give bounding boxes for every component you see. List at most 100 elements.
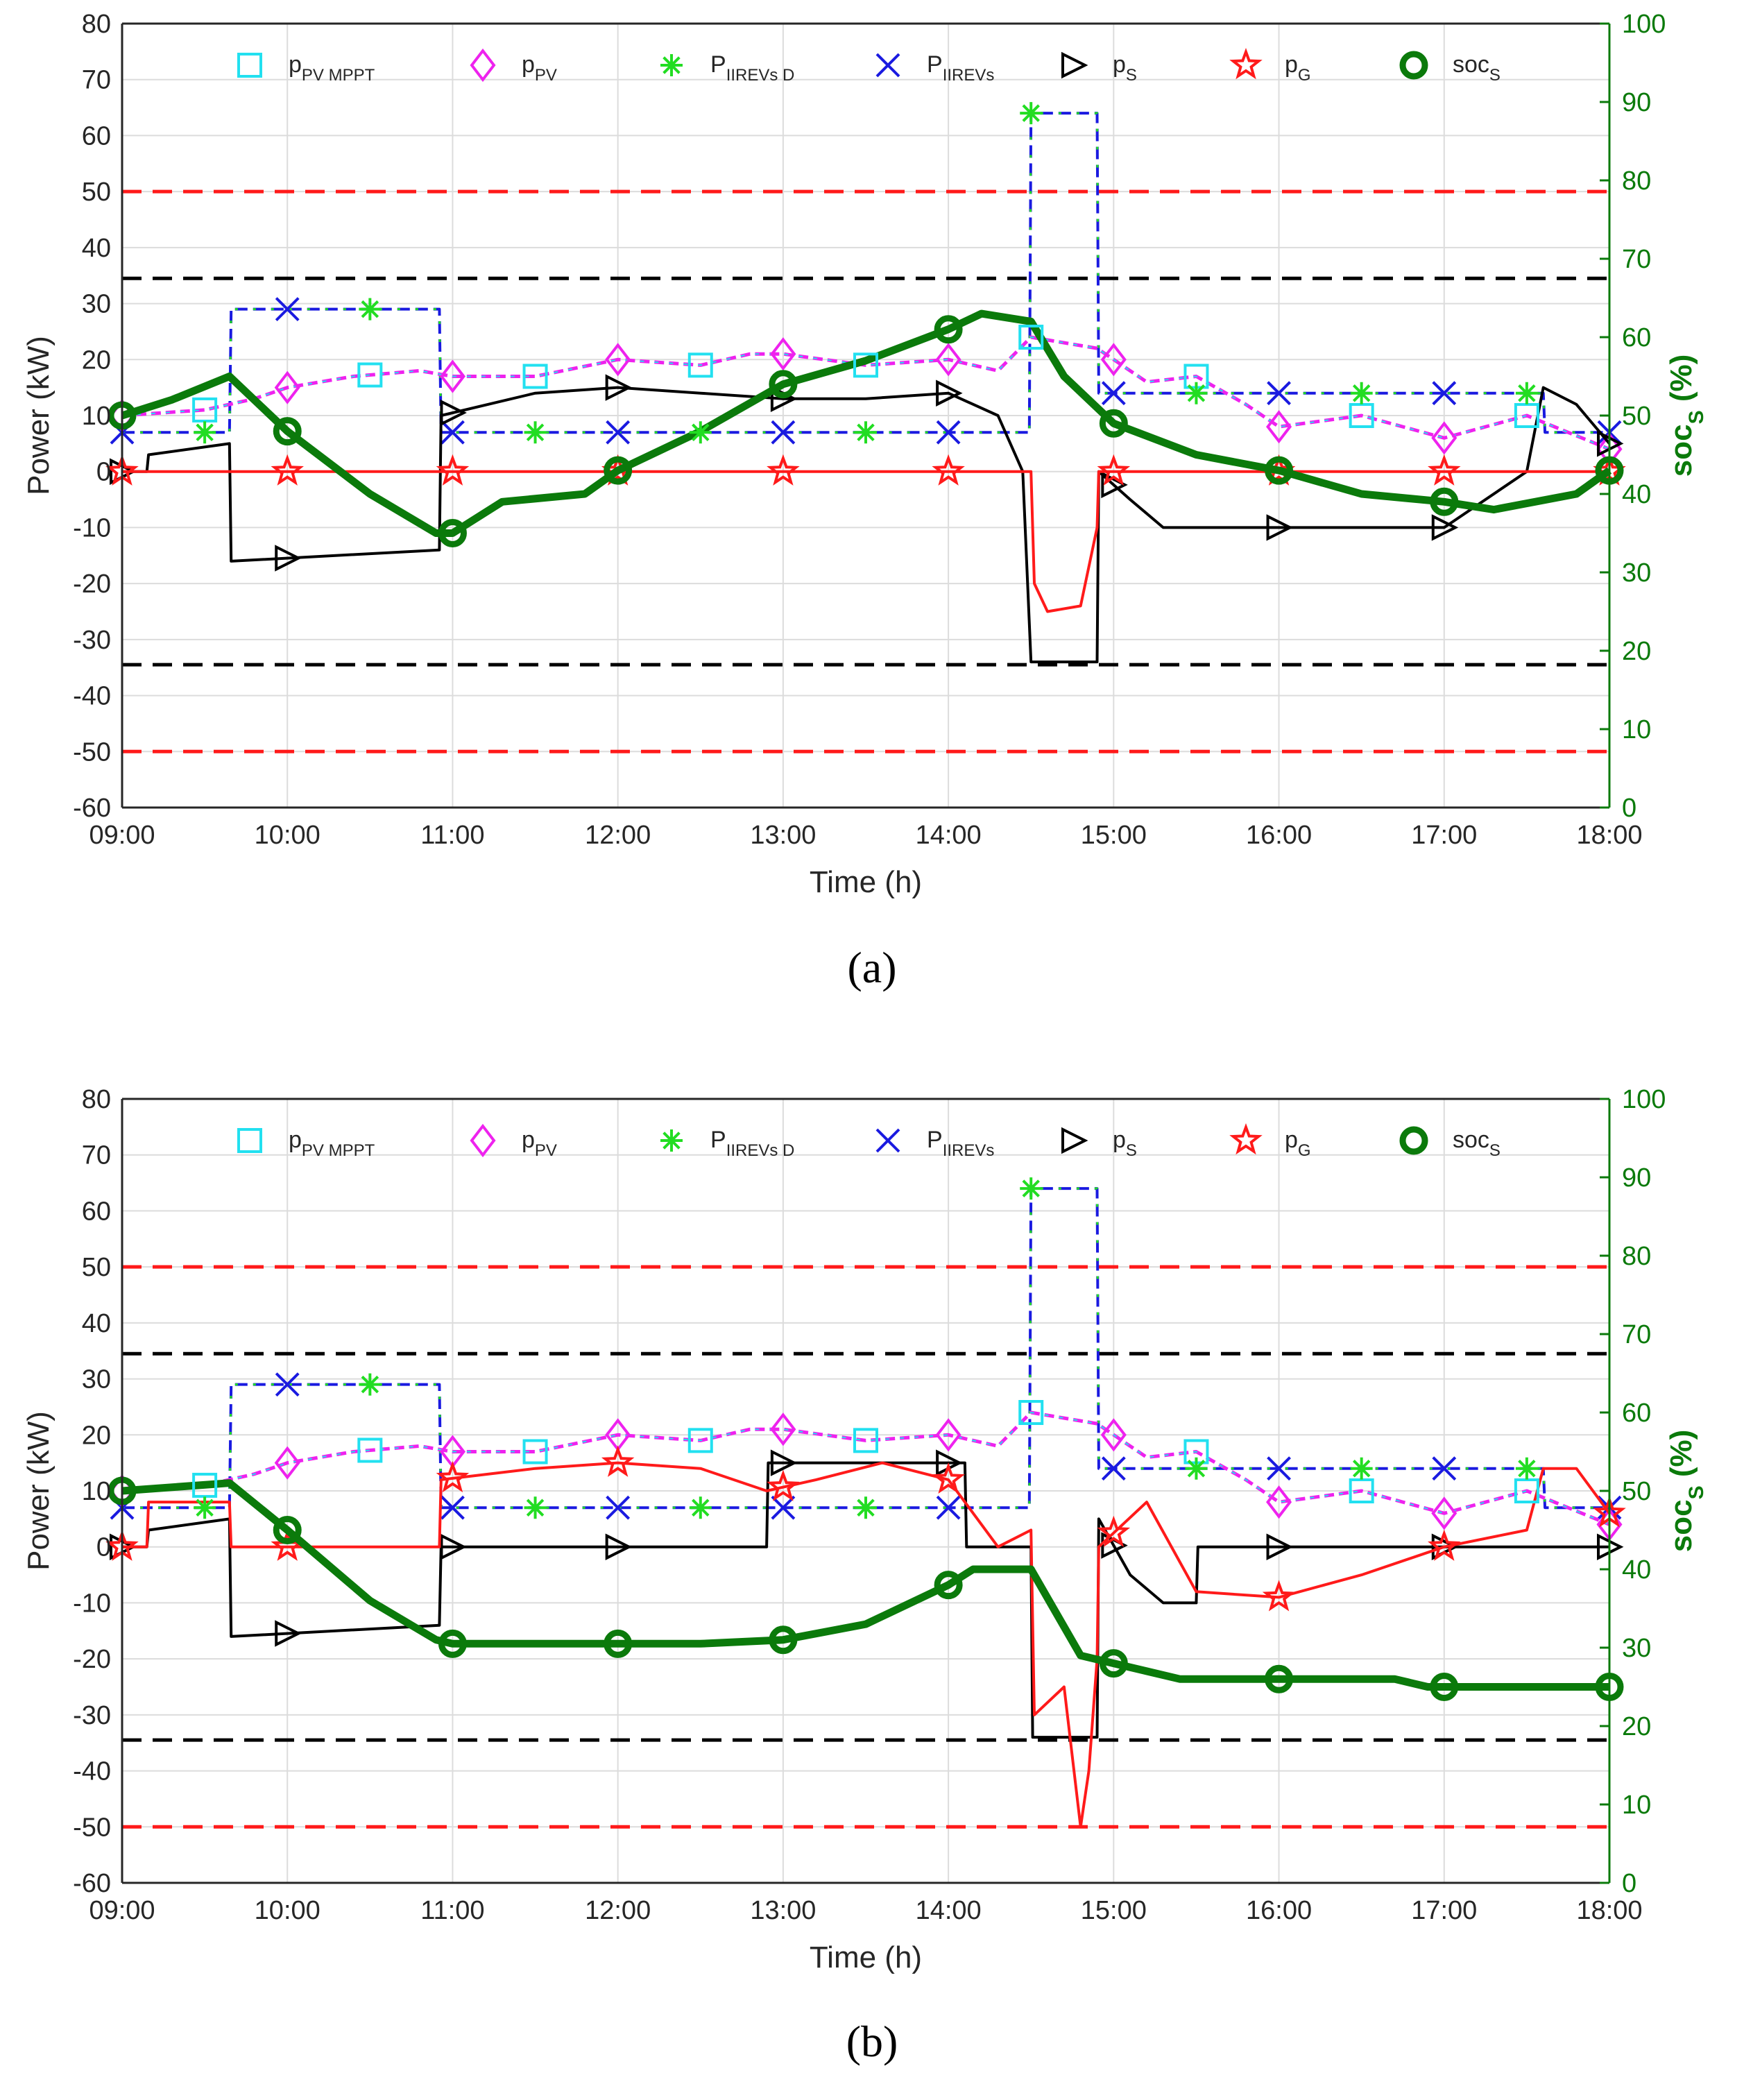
marker-P_IIREVs: [771, 1495, 796, 1520]
series-line-P_IIREVs: [122, 1187, 1609, 1510]
marker-p_S: [1101, 471, 1128, 499]
legend-label: pS: [1113, 51, 1137, 85]
marker-P_IIREVs: [275, 1372, 300, 1397]
marker-p_PV_MPPT: [687, 1428, 713, 1453]
marker-P_IIREVs: [1101, 1456, 1126, 1481]
marker-soc_S: [1430, 487, 1459, 516]
y-tick-label: 60: [82, 1197, 111, 1226]
marker-soc_S: [934, 1571, 963, 1600]
legend-item: PIIREVs: [875, 51, 995, 85]
marker-soc_S: [604, 1629, 633, 1658]
marker-p_PV: [1100, 1418, 1127, 1452]
marker-p_PV: [935, 343, 961, 377]
x-tick-label: 17:00: [1411, 821, 1477, 850]
series-line-p_G: [122, 1461, 1611, 1829]
marker-p_PV_MPPT: [1018, 1400, 1044, 1425]
y2-tick-label: 90: [1622, 1163, 1651, 1193]
y-tick-label: 0: [96, 458, 111, 487]
y-tick-label: 50: [82, 1253, 111, 1282]
y-tick-label: -30: [73, 1701, 111, 1730]
y2-tick-label: 90: [1622, 88, 1651, 117]
y2-tick-label: 100: [1622, 10, 1666, 39]
y2-tick-label: 80: [1622, 167, 1651, 196]
y-tick-label: 20: [82, 345, 111, 375]
marker-p_S: [440, 1533, 467, 1560]
legend-marker: [470, 48, 496, 83]
marker-soc_S: [1265, 456, 1294, 485]
y-tick-label: -10: [73, 1589, 111, 1618]
y-tick-label: -60: [73, 794, 111, 823]
marker-p_PV: [1266, 410, 1292, 444]
y-tick-label: -10: [73, 513, 111, 543]
legend-marker: [1061, 1127, 1088, 1154]
marker-soc_S: [1099, 1649, 1128, 1678]
chart-panel-b: 80706050403020100-10-20-30-40-50-6010090…: [22, 1085, 1708, 2066]
marker-p_G: [1428, 1529, 1461, 1561]
legend-label-main: P: [710, 51, 726, 78]
marker-P_IIREVs_D: [194, 421, 216, 444]
legend-marker: [875, 53, 900, 78]
marker-p_S: [1266, 1533, 1294, 1560]
marker-soc_S: [273, 1516, 302, 1544]
y-tick-label: -20: [73, 570, 111, 599]
legend-label-sub: PV: [535, 66, 557, 85]
legend-label-main: p: [1285, 1127, 1298, 1153]
marker-p_PV: [605, 343, 631, 377]
marker-p_G: [601, 1445, 635, 1477]
y2-axis-label-unit: (%): [1664, 1430, 1698, 1486]
marker-p_PV_MPPT: [192, 397, 218, 422]
legend-label: PIIREVs D: [710, 1127, 794, 1160]
legend-label-sub: IIREVs: [943, 66, 995, 85]
y2-axis-label-sub: S: [1685, 1485, 1708, 1499]
y-tick-label: 80: [82, 1085, 111, 1114]
legend-label: pG: [1285, 1127, 1311, 1160]
legend-item: pPV: [470, 48, 557, 85]
marker-P_IIREVs_D: [1515, 1457, 1538, 1480]
series-line-soc_S: [121, 1479, 1609, 1691]
marker-p_PV: [935, 1418, 961, 1452]
legend-item: pPV MPPT: [237, 1127, 375, 1160]
y-tick-label: 40: [82, 234, 111, 263]
legend-item: pS: [1061, 51, 1137, 85]
y-tick-label: 40: [82, 1309, 111, 1338]
y2-tick-label: 70: [1622, 1320, 1651, 1349]
x-tick-label: 10:00: [255, 821, 320, 850]
y-tick-label: 30: [82, 1365, 111, 1394]
y2-axis-label: socS (%): [1664, 1430, 1708, 1553]
legend-label-sub: S: [1489, 1141, 1501, 1160]
marker-p_S: [936, 379, 963, 407]
panel-caption: (b): [846, 2017, 898, 2066]
marker-p_S: [275, 1620, 302, 1647]
legend-label-sub: G: [1298, 1141, 1311, 1160]
legend-label-sub: PV: [535, 1141, 557, 1160]
marker-p_S: [1431, 514, 1459, 541]
y2-axis-label-unit: (%): [1664, 355, 1698, 411]
marker-P_IIREVs_D: [1020, 1177, 1043, 1200]
marker-P_IIREVs: [606, 1495, 631, 1520]
marker-p_G: [436, 1460, 470, 1493]
y-axis-label: Power (kW): [22, 336, 55, 495]
y2-axis-label-main: soc: [1664, 424, 1698, 477]
marker-p_G: [436, 454, 470, 486]
marker-P_IIREVs: [1432, 1456, 1457, 1481]
marker-soc_S: [1265, 1664, 1294, 1693]
y-tick-label: 30: [82, 290, 111, 319]
y-tick-label: 10: [82, 402, 111, 431]
marker-p_G: [767, 1469, 800, 1501]
legend-label-main: p: [289, 51, 302, 78]
legend-marker: [660, 54, 683, 76]
y-tick-label: 0: [96, 1533, 111, 1562]
marker-p_S: [275, 545, 302, 572]
marker-p_PV_MPPT: [1514, 403, 1539, 428]
legend-label-main: p: [1113, 1127, 1126, 1153]
legend-label-sub: PV MPPT: [302, 66, 375, 85]
legend-label-main: P: [927, 1127, 943, 1153]
marker-p_S: [440, 399, 467, 427]
marker-P_IIREVs: [1432, 381, 1457, 406]
marker-p_PV_MPPT: [1349, 403, 1374, 428]
legend-marker: [237, 53, 262, 78]
y-tick-label: 80: [82, 10, 111, 39]
marker-p_PV: [770, 337, 796, 371]
y2-tick-label: 40: [1622, 480, 1651, 509]
